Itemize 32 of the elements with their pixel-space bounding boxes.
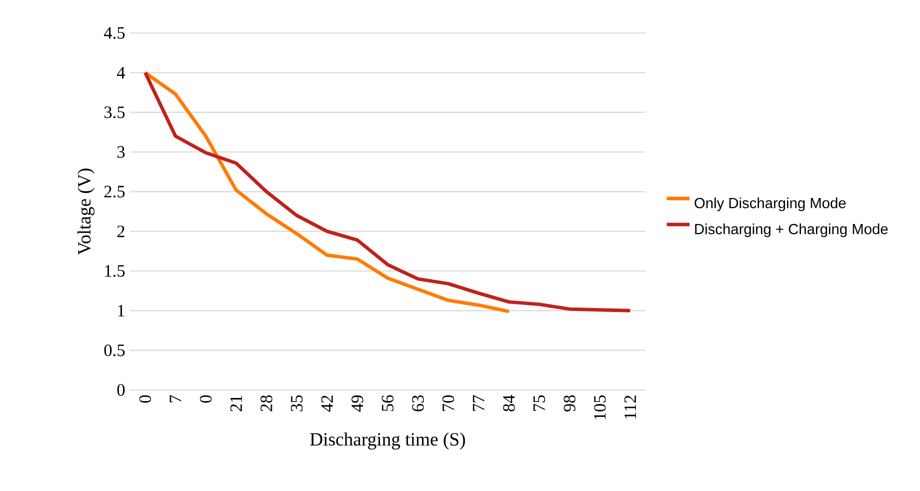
x-tick-label: 42: [321, 396, 333, 412]
x-tick-label: 84: [503, 394, 515, 412]
x-tick-label: 21: [230, 396, 242, 412]
x-tick-label: 56: [382, 395, 394, 412]
x-axis-title: Discharging time (S): [310, 432, 465, 450]
x-tick-label: 7: [170, 395, 182, 402]
line-series: [143, 70, 632, 312]
y-tick-label: 4: [116, 66, 126, 78]
y-tick-label: 2: [117, 226, 124, 238]
x-tick-label: 35: [290, 395, 303, 412]
y-tick-label: 1: [118, 304, 124, 316]
line-series: [143, 70, 511, 314]
legend-label: Only Discharging Mode: [694, 197, 846, 212]
y-tick-label: 4.5: [104, 27, 125, 39]
legend-label: Discharging + Charging Mode: [695, 223, 888, 238]
x-tick-label: 63: [412, 395, 424, 412]
x-tick-label: 75: [533, 395, 545, 411]
x-tick-label: 28: [260, 395, 272, 412]
y-axis-title: Voltage (V): [77, 168, 94, 255]
x-tick-label: 0: [200, 395, 212, 403]
y-tick-label: 3: [117, 146, 125, 158]
x-tick-label: 105: [594, 395, 606, 420]
x-tick-label: 98: [564, 395, 576, 412]
y-tick-label: 1.5: [105, 265, 125, 277]
x-tick-label: 49: [352, 395, 364, 412]
y-tick-label: 0.5: [104, 344, 125, 356]
y-tick-label: 2.5: [104, 186, 125, 198]
x-tick-label: 77: [472, 395, 484, 411]
x-tick-label: 70: [442, 395, 454, 411]
x-tick-label: 112: [624, 396, 636, 419]
x-tick-label: 0: [139, 395, 152, 403]
y-tick-label: 3.5: [104, 106, 125, 118]
